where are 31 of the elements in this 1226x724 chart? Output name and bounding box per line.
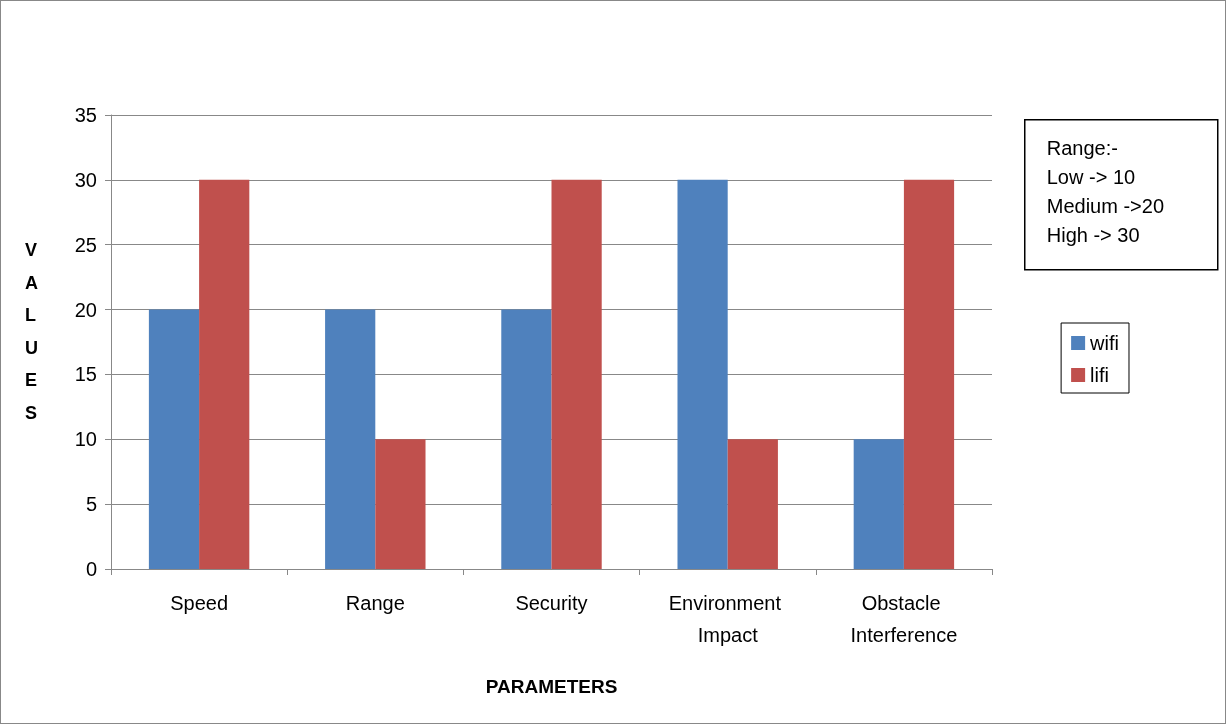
bar [903, 179, 955, 569]
x-tick-label: Speed [170, 592, 229, 614]
bar [148, 309, 200, 569]
y-tick-label: 30 [74, 168, 97, 191]
bar [199, 179, 250, 569]
text: High -> 30 [1046, 224, 1140, 247]
bar [501, 309, 552, 569]
x-tick-label: Obstacle Interference [850, 592, 958, 646]
x-tick-label: Environment Impact [668, 592, 787, 646]
bar [375, 439, 426, 569]
y-tick-label: 20 [74, 298, 97, 321]
text: Medium ->20 [1046, 195, 1165, 218]
bar [853, 439, 904, 569]
y-tick-label: 15 [74, 363, 97, 386]
text: Range:- [1046, 137, 1118, 160]
x-tick-label: Security [515, 592, 588, 614]
legend-label: wifi [1089, 332, 1119, 354]
y-tick-label: 25 [74, 233, 97, 256]
y-axis-title: VALUES [25, 240, 38, 423]
legend-label: lifi [1090, 364, 1109, 386]
y-tick-label: 35 [74, 104, 97, 126]
y-tick-label: 5 [85, 493, 97, 516]
y-tick-label: 10 [74, 428, 97, 451]
x-axis-title: PARAMETERS [485, 676, 618, 697]
x-tick-label: Range [345, 592, 405, 614]
bar [727, 439, 778, 569]
y-tick-label: 0 [85, 558, 97, 580]
bar [677, 179, 728, 569]
text: Low -> 10 [1046, 166, 1136, 189]
bar [325, 309, 376, 569]
bar [551, 179, 602, 569]
